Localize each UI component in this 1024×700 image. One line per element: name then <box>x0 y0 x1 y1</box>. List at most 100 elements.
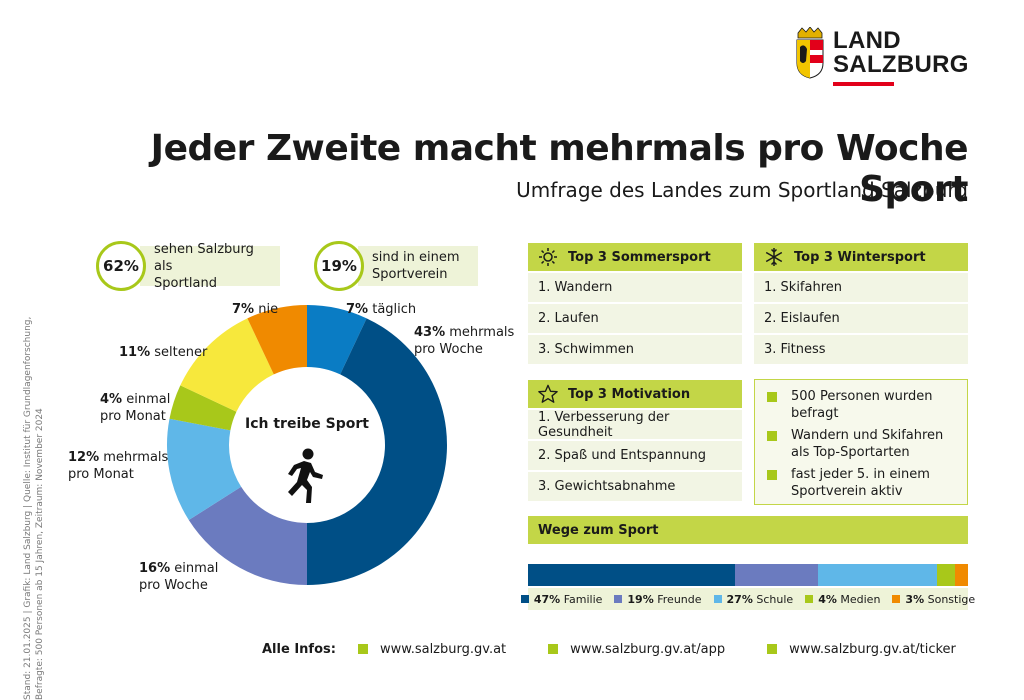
key-facts-box: 500 Personen wurden befragt Wandern und S… <box>754 379 968 505</box>
legend-swatch <box>614 595 623 603</box>
legend-item-medien: 4% Medien <box>805 593 880 606</box>
label-text: täglich <box>372 302 417 317</box>
fact-text: als Top-Sportarten <box>791 445 910 460</box>
sommersport-header: Top 3 Sommersport <box>528 243 742 271</box>
footer-link-app[interactable]: www.salzburg.gv.at/app <box>548 642 725 657</box>
stat-text-line: Sportland <box>154 275 217 291</box>
donut-slice-seltener <box>180 318 274 412</box>
bar-segment-familie <box>528 564 735 586</box>
legend-swatch <box>520 595 529 603</box>
fact-item: Wandern und Skifahren als Top-Sportarten <box>767 427 959 461</box>
donut-slice-mehrmals-pro-monat <box>167 418 242 521</box>
footer-label: Alle Infos: <box>262 641 336 657</box>
list-item: 2. Laufen <box>528 304 742 333</box>
panel-title: Top 3 Motivation <box>568 386 691 402</box>
wintersport-panel: Top 3 Wintersport 1. Skifahren 2. Eislau… <box>754 243 968 364</box>
label-pct: 7% <box>232 302 255 317</box>
bar-segment-schule <box>818 564 938 586</box>
stat-text-line: sind in einem <box>372 250 460 265</box>
wege-zum-sport-header: Wege zum Sport <box>528 516 968 544</box>
list-item: 2. Spaß und Entspannung <box>528 441 742 470</box>
footer-link-salzburg[interactable]: www.salzburg.gv.at <box>358 642 506 657</box>
logo-line-1: LAND <box>833 27 901 54</box>
donut-center-title: Ich treibe Sport <box>245 416 369 432</box>
motivation-header: Top 3 Motivation <box>528 380 742 408</box>
legend-item-freunde: 19% Freunde <box>614 592 702 606</box>
legend-label: Familie <box>563 592 603 606</box>
link-text[interactable]: www.salzburg.gv.at/app <box>570 641 726 657</box>
star-icon <box>538 384 558 404</box>
stat-value: 19% <box>314 241 364 291</box>
label-text: pro Woche <box>139 578 208 593</box>
label-pct: 11% <box>119 345 151 360</box>
label-einmal-pro-monat: 4% einmal pro Monat <box>100 391 170 425</box>
legend-pct: 19% <box>627 592 654 606</box>
fact-text: fast jeder 5. in einem <box>791 467 930 482</box>
sun-icon <box>538 247 558 267</box>
list-item: 3. Gewichtsabnahme <box>528 472 742 501</box>
fact-text: Wandern und Skifahren <box>791 428 944 443</box>
donut-slices <box>167 305 447 585</box>
motivation-panel: Top 3 Motivation 1. Verbesserung der Ges… <box>528 380 742 501</box>
crest-icon <box>796 27 824 79</box>
label-text: mehrmals <box>449 325 515 340</box>
label-text: nie <box>258 302 279 317</box>
runner-icon <box>288 448 323 503</box>
legend-label: Schule <box>756 592 794 606</box>
label-seltener: 11% seltener <box>119 344 207 361</box>
label-pct: 43% <box>414 325 446 340</box>
fact-text: befragt <box>791 406 839 421</box>
donut-slice-mehrmals-pro-woche <box>307 318 447 585</box>
label-nie: 7% nie <box>232 301 278 318</box>
footer-links: Alle Infos: www.salzburg.gv.at www.salzb… <box>262 638 972 660</box>
bar-segment-sonstige <box>954 564 968 586</box>
bar-segment-freunde <box>734 564 819 586</box>
label-text: pro Woche <box>414 342 483 357</box>
label-pct: 16% <box>139 561 171 576</box>
list-item: 3. Fitness <box>754 335 968 364</box>
link-text[interactable]: www.salzburg.gv.at <box>380 641 507 657</box>
bullet-square-icon <box>358 644 368 654</box>
label-pct: 4% <box>100 392 123 407</box>
panel-title: Top 3 Wintersport <box>794 249 926 265</box>
legend-pct: 47% <box>533 592 561 606</box>
label-mehrmals-pro-monat: 12% mehrmals pro Monat <box>68 449 168 483</box>
page-subtitle: Umfrage des Landes zum Sportland Salzbur… <box>516 178 968 202</box>
label-mehrmals-pro-woche: 43% mehrmals pro Woche <box>414 324 514 358</box>
label-text: einmal <box>126 392 171 407</box>
legend-label: Medien <box>840 592 881 606</box>
sommersport-panel: Top 3 Sommersport 1. Wandern 2. Laufen 3… <box>528 243 742 364</box>
bullet-square-icon <box>767 431 777 441</box>
snowflake-icon <box>764 247 784 267</box>
legend-swatch <box>713 595 722 603</box>
legend-item-familie: 47% Familie <box>520 592 603 606</box>
fact-item: 500 Personen wurden befragt <box>767 388 959 422</box>
fact-text: Sportverein aktiv <box>791 484 903 499</box>
page-title: Jeder Zweite macht mehrmals pro Woche Sp… <box>150 128 969 210</box>
wege-zum-sport-legend: 47% Familie 19% Freunde 27% Schule 4% Me… <box>520 588 975 610</box>
wintersport-header: Top 3 Wintersport <box>754 243 968 271</box>
donut-slice-einmal-pro-woche <box>188 486 307 585</box>
label-text: seltener <box>154 345 208 360</box>
list-item: 1. Wandern <box>528 273 742 302</box>
link-text[interactable]: www.salzburg.gv.at/ticker <box>789 641 956 657</box>
fact-text: 500 Personen wurden <box>791 389 933 404</box>
list-item: 1. Skifahren <box>754 273 968 302</box>
stat-text-line: Sportverein <box>372 267 448 282</box>
label-pct: 12% <box>68 450 100 465</box>
stat-sportland: 62% sehen Salzburg als Sportland <box>96 241 280 291</box>
stat-text: sind in einem Sportverein <box>358 246 478 286</box>
bullet-square-icon <box>767 392 777 402</box>
legend-pct: 3% <box>905 592 925 606</box>
list-item: 3. Schwimmen <box>528 335 742 364</box>
donut-slice-einmal-pro-monat <box>169 385 237 431</box>
footer-link-ticker[interactable]: www.salzburg.gv.at/ticker <box>767 642 956 657</box>
legend-pct: 27% <box>726 592 753 606</box>
stat-value: 62% <box>96 241 146 291</box>
donut-slice-täglich <box>307 305 367 375</box>
stat-text-line: sehen Salzburg als <box>154 241 254 274</box>
list-item: 2. Eislaufen <box>754 304 968 333</box>
logo-underline <box>833 82 894 86</box>
sport-frequency-donut-chart: Ich treibe Sport <box>167 305 447 585</box>
fact-item: fast jeder 5. in einem Sportverein aktiv <box>767 466 959 500</box>
